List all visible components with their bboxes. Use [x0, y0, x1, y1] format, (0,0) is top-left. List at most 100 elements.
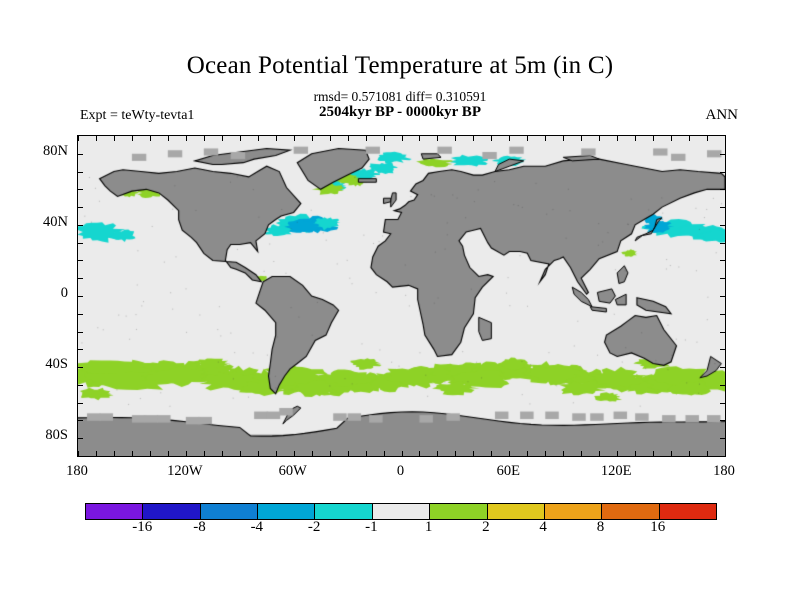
x-axis-tick-top: [330, 136, 331, 141]
y-axis-tick-right: [720, 332, 725, 333]
y-axis-tick-right: [720, 385, 725, 386]
x-axis-tick-top: [276, 136, 277, 141]
x-axis-tick-top: [419, 136, 420, 141]
x-axis-tick-top: [384, 136, 385, 141]
x-axis-tick-top: [527, 136, 528, 141]
x-axis-tick: [419, 451, 420, 456]
y-axis-tick: [78, 260, 83, 261]
x-axis-tick-top: [509, 136, 510, 141]
colorbar-tick-label: 2: [463, 519, 509, 536]
x-axis-tick: [204, 451, 205, 456]
colorbar-segment: [545, 504, 602, 519]
x-axis-tick: [671, 451, 672, 456]
colorbar: [85, 503, 717, 520]
y-axis-tick: [78, 225, 83, 226]
y-axis-tick: [78, 207, 83, 208]
x-axis-tick: [617, 451, 618, 456]
y-axis-tick: [78, 154, 83, 155]
y-axis-tick-right: [720, 225, 725, 226]
x-axis-tick: [384, 451, 385, 456]
colorbar-tick-label: -8: [177, 519, 223, 536]
colorbar-segment: [258, 504, 315, 519]
x-axis-tick: [509, 451, 510, 456]
x-axis-tick-top: [635, 136, 636, 141]
x-axis-tick: [437, 451, 438, 456]
x-axis-tick: [114, 451, 115, 456]
y-axis-tick-right: [720, 278, 725, 279]
x-axis-tick-top: [671, 136, 672, 141]
colorbar-segment: [86, 504, 143, 519]
x-axis-tick-top: [599, 136, 600, 141]
x-axis-tick-top: [294, 136, 295, 141]
x-axis-tick: [240, 451, 241, 456]
y-axis-tick: [78, 172, 83, 173]
x-axis-tick: [491, 451, 492, 456]
x-axis-tick-top: [473, 136, 474, 141]
x-axis-tick: [276, 451, 277, 456]
y-axis-label: 0: [22, 285, 68, 302]
colorbar-segment: [373, 504, 430, 519]
x-axis-tick: [707, 451, 708, 456]
x-axis-label: 120E: [581, 463, 651, 480]
x-axis-tick: [150, 451, 151, 456]
colorbar-tick-label: -4: [234, 519, 280, 536]
x-axis-label: 120W: [150, 463, 220, 480]
x-axis-tick: [348, 451, 349, 456]
x-axis-tick: [222, 451, 223, 456]
colorbar-segment: [143, 504, 200, 519]
chart-title: Ocean Potential Temperature at 5m (in C): [0, 52, 800, 80]
x-axis-tick: [258, 451, 259, 456]
y-axis-label: 80N: [22, 143, 68, 160]
x-axis-tick: [455, 451, 456, 456]
x-axis-tick-top: [617, 136, 618, 141]
y-axis-label: 40N: [22, 214, 68, 231]
x-axis-tick: [330, 451, 331, 456]
colorbar-tick-label: 1: [406, 519, 452, 536]
x-axis-tick-top: [96, 136, 97, 141]
x-axis-tick-top: [725, 136, 726, 141]
x-axis-tick: [689, 451, 690, 456]
colorbar-segment: [201, 504, 258, 519]
x-axis-tick-top: [689, 136, 690, 141]
x-axis-tick-top: [563, 136, 564, 141]
x-axis-tick-top: [581, 136, 582, 141]
x-axis-tick: [527, 451, 528, 456]
colorbar-tick-label: 16: [635, 519, 681, 536]
x-axis-tick: [545, 451, 546, 456]
y-axis-tick-right: [720, 420, 725, 421]
y-axis-tick-right: [720, 207, 725, 208]
y-axis-tick-right: [720, 349, 725, 350]
y-axis-tick-right: [720, 403, 725, 404]
y-axis-tick-right: [720, 438, 725, 439]
y-axis-label: 40S: [22, 356, 68, 373]
y-axis-tick: [78, 420, 83, 421]
x-axis-tick: [294, 451, 295, 456]
y-axis-tick: [78, 332, 83, 333]
colorbar-segment: [430, 504, 487, 519]
colorbar-tick-label: 4: [520, 519, 566, 536]
y-axis-tick-right: [720, 172, 725, 173]
x-axis-tick-top: [312, 136, 313, 141]
map-plot-area: [77, 135, 726, 457]
y-axis-tick: [78, 403, 83, 404]
y-axis-tick-right: [720, 189, 725, 190]
x-axis-tick-top: [114, 136, 115, 141]
y-axis-label: 80S: [22, 427, 68, 444]
y-axis-tick-right: [720, 260, 725, 261]
colorbar-segment: [488, 504, 545, 519]
y-axis-tick: [78, 278, 83, 279]
x-axis-tick-top: [258, 136, 259, 141]
colorbar-tick-label: -1: [348, 519, 394, 536]
x-axis-tick-top: [132, 136, 133, 141]
x-axis-label: 0: [366, 463, 436, 480]
y-axis-tick-right: [720, 296, 725, 297]
x-axis-tick-top: [204, 136, 205, 141]
statistics-line: rmsd= 0.571081 diff= 0.310591: [0, 89, 800, 105]
y-axis-tick: [78, 438, 83, 439]
season-label: ANN: [706, 107, 739, 124]
x-axis-tick-top: [168, 136, 169, 141]
x-axis-tick: [132, 451, 133, 456]
colorbar-segment: [315, 504, 372, 519]
x-axis-tick-top: [707, 136, 708, 141]
x-axis-tick: [581, 451, 582, 456]
